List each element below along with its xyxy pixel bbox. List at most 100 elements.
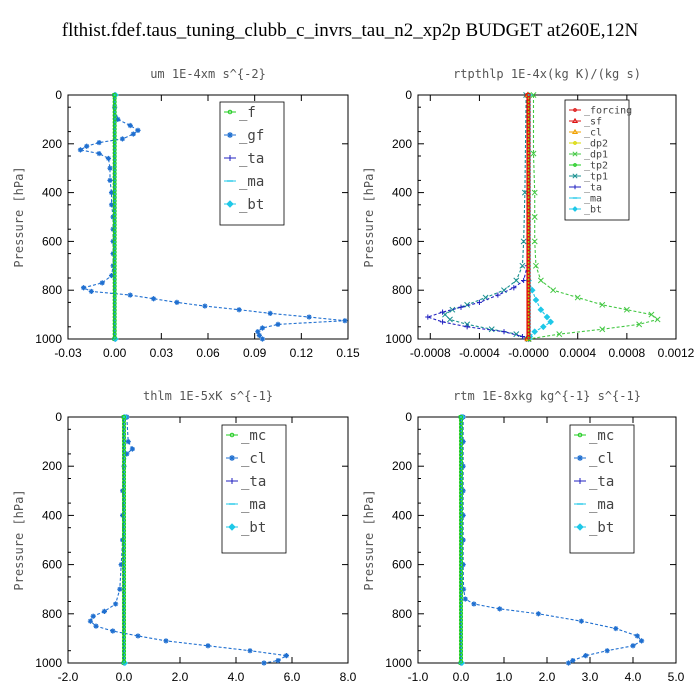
data-point	[550, 287, 557, 294]
x-tick-label: 0.0	[116, 670, 133, 684]
data-point	[460, 463, 466, 469]
data-point	[636, 321, 643, 328]
x-tick-label: 6.0	[284, 670, 301, 684]
data-point	[283, 653, 289, 659]
panel-2: rtpthlp 1E-4x(kg K)/(kg s) Pressure [hPa]…	[362, 67, 695, 360]
zero-band-markers	[121, 414, 127, 664]
data-point	[115, 116, 121, 122]
x-tick-label: 2.0	[539, 670, 556, 684]
legend-label: _ma	[589, 497, 614, 513]
x-tick-label: 0.0012	[658, 346, 695, 360]
data-point	[460, 537, 466, 543]
legend-item: _bt	[569, 205, 602, 216]
plot-frame	[417, 94, 677, 340]
data-point	[574, 294, 581, 301]
y-axis-label: Pressure [hPa]	[12, 489, 26, 590]
legend-box	[221, 424, 287, 554]
series-gf	[77, 92, 348, 342]
data-point	[532, 296, 540, 304]
legend-marker	[227, 132, 233, 138]
x-tick-label: 4.0	[228, 670, 245, 684]
legend-label: _ta	[239, 151, 264, 167]
data-point	[634, 633, 640, 639]
legend: _mc _cl _ta _ma _bt	[221, 424, 287, 554]
legend-label: _bt	[584, 205, 602, 216]
x-tick-label: 0.12	[290, 346, 314, 360]
data-point	[96, 139, 102, 146]
data-point	[449, 306, 456, 313]
data-point	[488, 326, 495, 333]
legend-marker	[572, 151, 578, 157]
series-tp1	[442, 92, 532, 342]
data-point	[117, 586, 123, 592]
y-tick-label: 600	[392, 234, 412, 248]
legend-marker	[577, 478, 583, 484]
y-axis-label: Pressure [hPa]	[362, 166, 376, 267]
series-line	[462, 417, 643, 664]
data-point	[118, 562, 124, 568]
data-point	[458, 304, 464, 310]
data-point	[526, 335, 531, 340]
y-tick-label: 400	[42, 508, 62, 522]
x-tick-label: 5.0	[668, 670, 685, 684]
data-point	[275, 657, 281, 664]
legend-item: _tp2	[569, 161, 608, 172]
legend-item: _bt	[574, 520, 614, 536]
data-point	[648, 311, 655, 318]
data-point	[163, 638, 169, 644]
data-point	[80, 285, 87, 291]
legend-label: _forcing	[584, 106, 632, 117]
series-cl	[460, 414, 645, 666]
data-point	[77, 147, 84, 153]
zero-band-markers	[526, 92, 531, 340]
y-tick-label: 200	[392, 459, 412, 473]
legend-label: _cl	[589, 451, 614, 467]
data-point	[604, 648, 610, 654]
legend-marker	[227, 109, 233, 115]
legend-item: _ma	[569, 194, 602, 205]
y-tick-label: 800	[392, 607, 412, 621]
y-tick-label: 1000	[35, 656, 62, 670]
legend-marker	[573, 163, 577, 167]
legend-item: _bt	[224, 197, 264, 213]
data-point	[267, 310, 273, 316]
data-point	[462, 596, 468, 602]
legend-item: _dp2	[569, 139, 608, 150]
y-tick-label: 1000	[35, 332, 62, 346]
data-point	[442, 311, 448, 318]
legend-label: _ta	[584, 183, 602, 194]
data-point	[259, 336, 266, 342]
data-point	[537, 306, 545, 314]
x-tick-label: 0.03	[150, 346, 174, 360]
data-point	[107, 177, 113, 183]
series-ta	[425, 92, 532, 342]
legend-marker	[229, 432, 235, 438]
data-point	[547, 318, 554, 326]
x-tick-label: -0.0000	[508, 346, 549, 360]
legend-item: _cl	[226, 451, 266, 467]
legend-box	[569, 424, 635, 554]
data-point	[654, 316, 661, 323]
y-tick-label: 0	[55, 88, 62, 102]
data-point	[497, 606, 503, 612]
legend-marker	[576, 523, 584, 531]
y-tick-label: 600	[42, 234, 62, 248]
legend-marker	[572, 206, 578, 212]
data-point	[531, 214, 538, 220]
x-tick-label: -0.03	[54, 346, 82, 360]
legend-label: _ma	[239, 174, 264, 190]
series-line	[444, 94, 529, 340]
data-point	[124, 451, 130, 457]
data-point	[107, 165, 113, 171]
y-tick-label: 800	[392, 283, 412, 297]
data-point	[530, 150, 537, 157]
legend-marker	[573, 108, 577, 112]
legend-marker	[571, 128, 579, 135]
legend-label: _ma	[584, 194, 602, 205]
legend-marker	[577, 432, 583, 438]
series-dp1	[525, 92, 661, 342]
data-point	[543, 313, 551, 321]
y-tick-label: 400	[392, 186, 412, 200]
y-tick-label: 800	[42, 607, 62, 621]
legend-marker	[226, 200, 234, 208]
